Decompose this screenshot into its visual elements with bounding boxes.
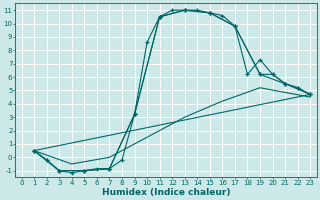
X-axis label: Humidex (Indice chaleur): Humidex (Indice chaleur): [102, 188, 230, 197]
